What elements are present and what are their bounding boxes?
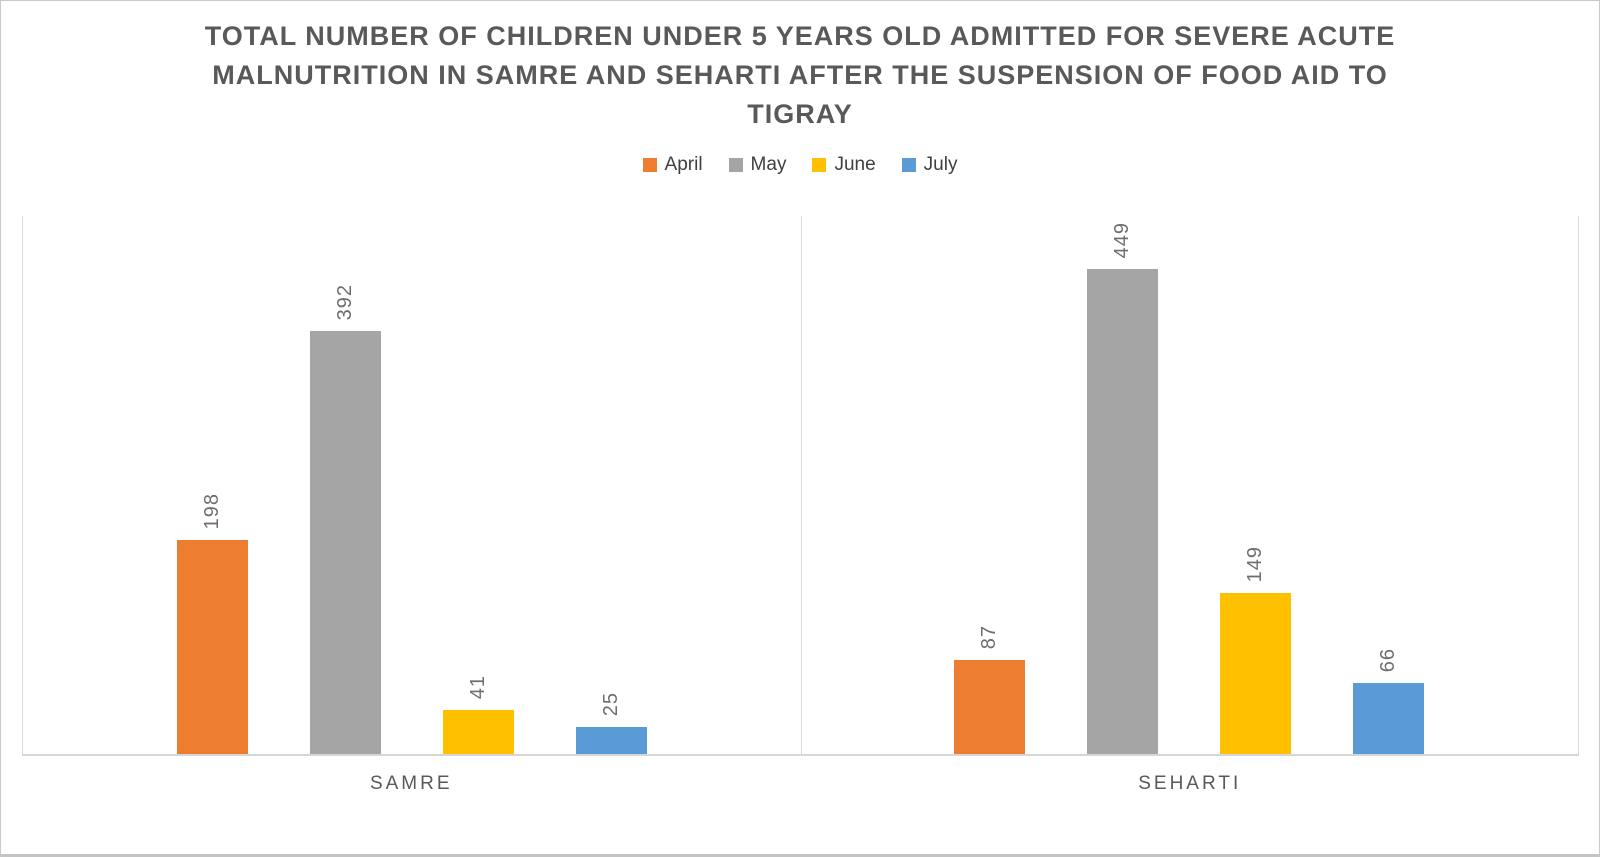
data-label: 25 xyxy=(599,691,622,716)
bar-cell-samre-april: 198 xyxy=(176,216,248,754)
legend-label: June xyxy=(834,154,876,175)
data-label: 66 xyxy=(1377,647,1400,672)
bar-seharti-july[interactable] xyxy=(1353,683,1425,754)
category-label-seharti: SEHARTI xyxy=(1138,773,1242,794)
legend-swatch-icon xyxy=(728,158,743,172)
legend-item-july[interactable]: July xyxy=(901,154,958,176)
category-axis: SAMRE SEHARTI xyxy=(22,773,1579,795)
data-label: 41 xyxy=(466,674,489,699)
category-panel-samre: 198 392 41 25 xyxy=(23,216,801,754)
bar-cell-seharti-july: 66 xyxy=(1353,216,1425,754)
data-label: 449 xyxy=(1111,221,1134,258)
data-label: 198 xyxy=(200,492,223,529)
bar-samre-july[interactable] xyxy=(575,727,647,754)
chart-title: TOTAL NUMBER OF CHILDREN UNDER 5 YEARS O… xyxy=(204,21,1396,129)
data-label: 149 xyxy=(1244,545,1267,582)
data-label: 392 xyxy=(333,283,356,320)
bar-cell-samre-july: 25 xyxy=(575,216,647,754)
legend-label: May xyxy=(750,154,787,175)
bar-cell-samre-june: 41 xyxy=(442,216,514,754)
category-label-samre: SAMRE xyxy=(369,773,453,794)
category-divider-line xyxy=(800,216,802,754)
bar-samre-june[interactable] xyxy=(442,710,514,754)
bar-seharti-april[interactable] xyxy=(954,660,1026,754)
legend-swatch-icon xyxy=(901,158,916,172)
bar-cell-seharti-june: 149 xyxy=(1220,216,1292,754)
legend: April May June July xyxy=(1,154,1599,176)
plot-area: 198 392 41 25 87 449 149 66 xyxy=(22,216,1579,756)
bar-cell-seharti-april: 87 xyxy=(954,216,1026,754)
legend-swatch-icon xyxy=(642,158,657,172)
data-label: 87 xyxy=(978,624,1001,649)
bar-cell-seharti-may: 449 xyxy=(1087,216,1159,754)
bar-samre-april[interactable] xyxy=(176,540,248,754)
bar-cell-samre-may: 392 xyxy=(309,216,381,754)
category-panel-seharti: 87 449 149 66 xyxy=(801,216,1579,754)
legend-swatch-icon xyxy=(812,158,827,172)
legend-label: April xyxy=(664,154,703,175)
legend-item-april[interactable]: April xyxy=(642,154,703,176)
bar-seharti-may[interactable] xyxy=(1087,269,1159,754)
bar-samre-may[interactable] xyxy=(309,331,381,754)
bar-seharti-june[interactable] xyxy=(1220,593,1292,754)
legend-label: July xyxy=(923,154,958,175)
legend-item-may[interactable]: May xyxy=(728,154,787,176)
legend-item-june[interactable]: June xyxy=(812,154,876,176)
